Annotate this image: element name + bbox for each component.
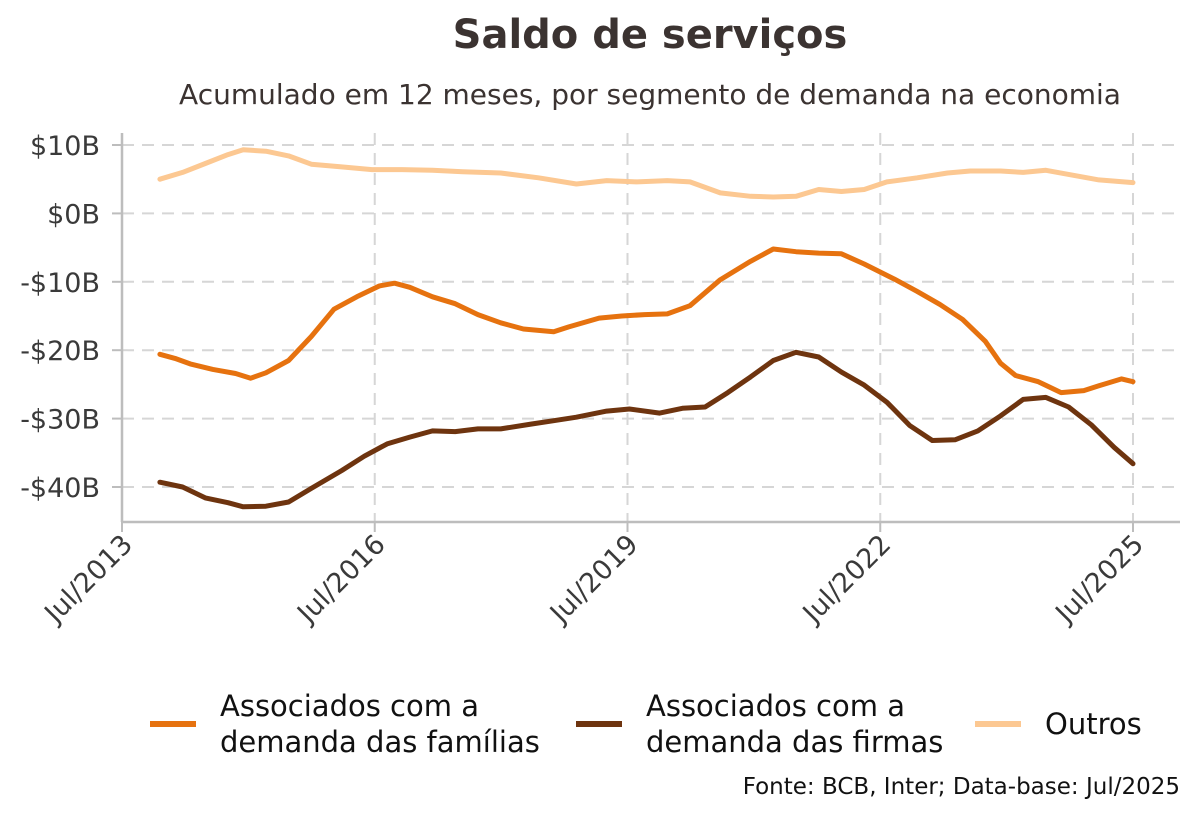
series-line-1 (157, 349, 1136, 510)
chart-subtitle: Acumulado em 12 meses, por segmento de d… (179, 78, 1121, 111)
x-tick-label: Jul/2016 (290, 529, 391, 630)
y-tick-label: $10B (30, 131, 100, 162)
series-line-0 (157, 246, 1136, 396)
y-tick-label: -$20B (20, 336, 100, 367)
legend-item-familias: Associados com a demanda das famílias (150, 688, 540, 760)
legend-label-familias: Associados com a demanda das famílias (220, 689, 540, 759)
y-tick-label: -$10B (20, 268, 100, 299)
y-tick-label: -$30B (20, 405, 100, 436)
x-tick-label: Jul/2019 (543, 529, 644, 630)
source-note: Fonte: BCB, Inter; Data-base: Jul/2025 (742, 774, 1180, 800)
x-tick-label: Jul/2013 (38, 529, 139, 630)
legend-label-outros: Outros (1045, 707, 1142, 741)
chart-legend: Associados com a demanda das famílias As… (0, 688, 1200, 768)
legend-item-outros: Outros (975, 706, 1142, 742)
x-tick-label: Jul/2022 (796, 529, 897, 630)
y-tick-label: $0B (47, 199, 100, 230)
chart-title: Saldo de serviços (452, 12, 848, 58)
y-tick-label: -$40B (20, 473, 100, 504)
series-line-2 (157, 147, 1136, 200)
x-tick-label: Jul/2025 (1049, 529, 1150, 630)
legend-swatch-outros (975, 721, 1021, 727)
legend-label-firmas: Associados com a demanda das firmas (646, 689, 944, 759)
legend-swatch-firmas (576, 721, 622, 727)
legend-item-firmas: Associados com a demanda das firmas (576, 688, 943, 760)
legend-swatch-familias (150, 721, 196, 727)
line-chart: $10B $0B -$10B -$20B -$30B -$40B Jul/2013 Jul/2… (20, 131, 1180, 630)
